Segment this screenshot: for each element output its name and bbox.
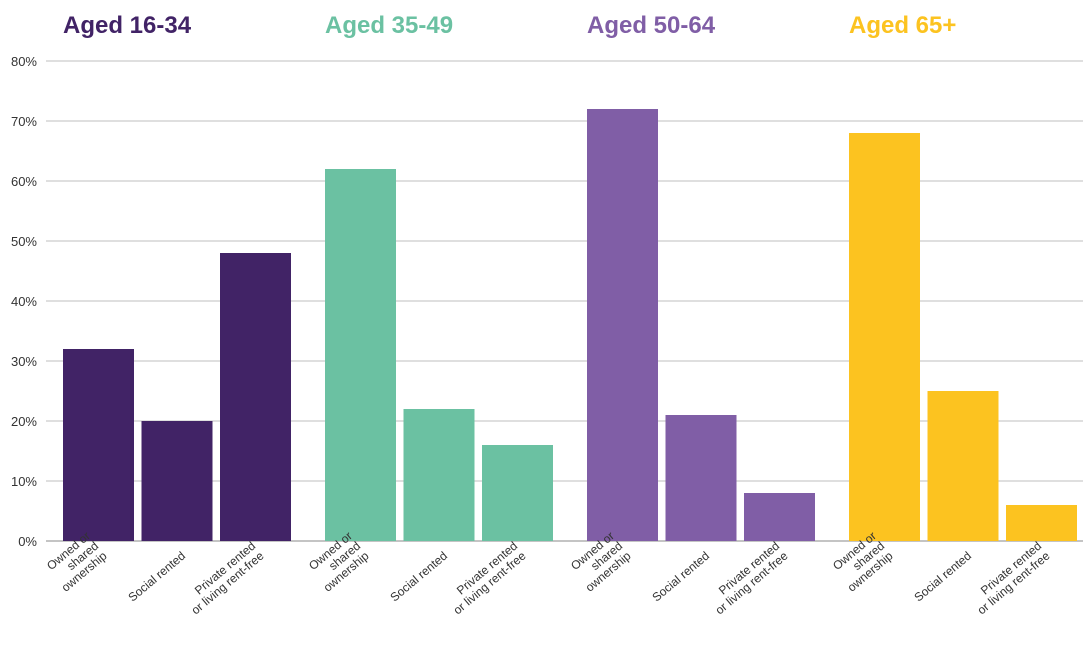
bar: [927, 391, 999, 541]
bar: [849, 133, 920, 541]
y-tick-label: 10%: [11, 474, 37, 489]
gridlines: [46, 60, 1083, 542]
bar: [325, 169, 396, 541]
bar: [63, 349, 134, 541]
bar: [220, 253, 291, 541]
x-category-label: Social rented: [387, 549, 450, 605]
x-category-label: Private rentedor living rent-free: [704, 539, 791, 618]
bar: [1006, 505, 1077, 541]
bar: [482, 445, 553, 541]
x-category-label: Private rentedor living rent-free: [966, 539, 1053, 618]
bar: [665, 415, 737, 541]
bar: [744, 493, 815, 541]
x-category-label: Social rented: [649, 549, 712, 605]
y-tick-label: 30%: [11, 354, 37, 369]
x-category-label: Social rented: [125, 549, 188, 605]
y-tick-label: 40%: [11, 294, 37, 309]
group-title: Aged 35-49: [325, 12, 453, 39]
y-tick-label: 50%: [11, 234, 37, 249]
bars: [63, 109, 1077, 541]
y-tick-label: 0%: [18, 534, 37, 549]
group-title: Aged 50-64: [587, 12, 716, 39]
x-category-label: Social rented: [911, 549, 974, 605]
x-category-label: Private rentedor living rent-free: [180, 539, 267, 618]
bar: [141, 421, 213, 541]
y-tick-label: 60%: [11, 174, 37, 189]
y-tick-label: 20%: [11, 414, 37, 429]
bar: [403, 409, 475, 541]
group-title: Aged 65+: [849, 12, 956, 39]
y-tick-label: 80%: [11, 54, 37, 69]
bar: [587, 109, 658, 541]
x-axis-labels: Owned orsharedownership Social rented Priv…: [44, 529, 1053, 618]
group-titles: Aged 16-34 Aged 35-49 Aged 50-64 Aged 65+: [63, 12, 956, 39]
y-axis-ticks: 0% 10% 20% 30% 40% 50% 60% 70% 80%: [11, 54, 37, 549]
group-title: Aged 16-34: [63, 12, 192, 39]
y-tick-label: 70%: [11, 114, 37, 129]
x-category-label: Private rentedor living rent-free: [442, 539, 529, 618]
